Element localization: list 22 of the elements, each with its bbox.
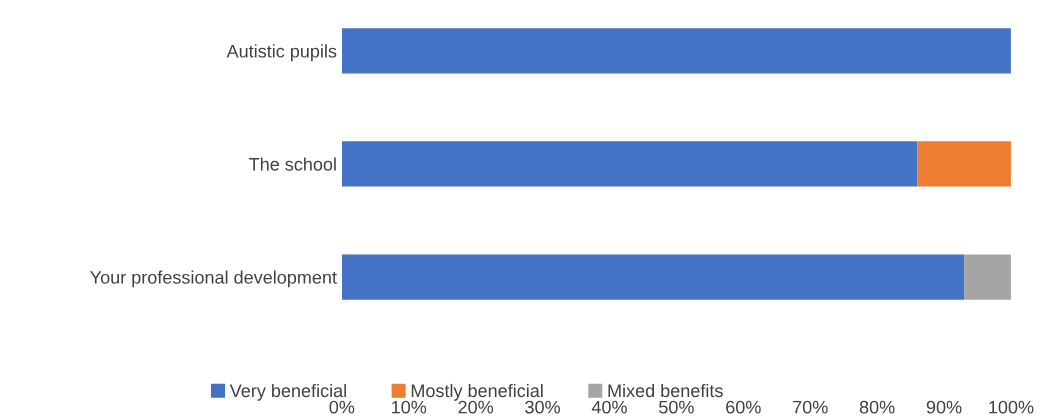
- y-tick-label: Your professional development: [90, 270, 337, 288]
- x-tick-label: 80%: [859, 400, 895, 414]
- y-tick-label: Autistic pupils: [226, 44, 337, 62]
- x-tick-label: 70%: [793, 400, 828, 414]
- bar: [964, 254, 1011, 300]
- x-tick-label: 60%: [726, 400, 761, 414]
- bar: [917, 141, 1011, 187]
- x-tick-label: 100%: [989, 400, 1034, 414]
- x-tick-label: 40%: [591, 400, 627, 414]
- x-tick-label: 0%: [329, 400, 355, 414]
- bar: [341, 141, 918, 187]
- x-tick-label: 30%: [525, 400, 560, 414]
- x-tick-label: 10%: [392, 400, 427, 414]
- legend-label: Very beneficial: [229, 383, 346, 401]
- y-tick-label: The school: [249, 157, 336, 171]
- x-tick-label: 90%: [926, 400, 962, 414]
- legend-label: Mixed benefits: [608, 383, 723, 398]
- legend-label: Mostly beneficial: [411, 383, 543, 401]
- x-tick-label: 20%: [458, 400, 494, 414]
- bar: [341, 28, 1011, 74]
- x-tick-label: 50%: [659, 400, 694, 414]
- bar: [341, 254, 965, 300]
